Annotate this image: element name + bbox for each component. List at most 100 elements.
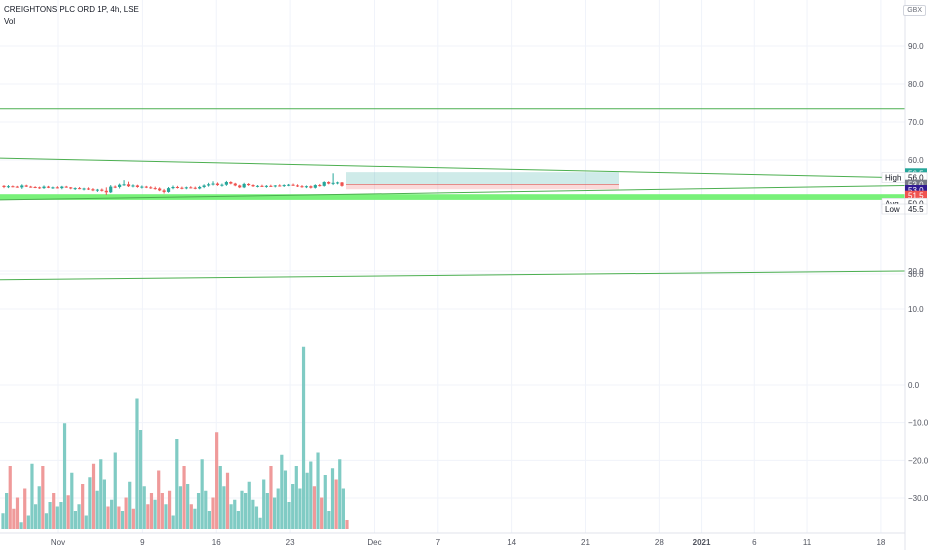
candle-body (175, 186, 180, 188)
candle-body (33, 186, 37, 188)
volume-bar (338, 459, 342, 529)
time-tick-label: 14 (507, 538, 516, 547)
candle-body (118, 184, 122, 187)
long-position-tool[interactable] (346, 172, 619, 190)
volume-bar (117, 506, 121, 529)
candle-body (29, 186, 33, 188)
candle-body (313, 185, 317, 188)
candle-body (69, 187, 73, 189)
time-tick-label: 18 (876, 538, 885, 547)
candlesticks (2, 173, 344, 195)
candle-body (309, 186, 313, 188)
volume-bar (283, 470, 288, 529)
time-tick-label: 9 (140, 538, 145, 547)
volume-bar (44, 513, 49, 529)
volume-bar (135, 398, 139, 529)
price-tag-value: 51.5 (908, 192, 924, 201)
candle-body (73, 188, 77, 190)
volume-bar (73, 511, 78, 529)
volume-bar (215, 432, 219, 529)
currency-label[interactable]: GBX (903, 5, 926, 16)
price-tag-label: Low (885, 205, 900, 214)
symbol-title[interactable]: CREIGHTONS PLC ORD 1P, 4h, LSE (4, 5, 139, 14)
price-tick-label: 90.0 (908, 42, 924, 51)
volume-bar (59, 502, 63, 529)
trend-lines[interactable] (0, 108, 906, 281)
volume-bar (120, 511, 125, 529)
volume-bar (323, 475, 327, 529)
candle-body (51, 187, 55, 189)
time-axis[interactable]: Nov 9 16 23 Dec 7 14 21 28 2021 6 11 18 (51, 538, 886, 547)
volume-bars (1, 346, 349, 529)
candle-body (238, 185, 242, 188)
time-tick-label: 28 (655, 538, 664, 547)
volume-bar (312, 486, 317, 529)
candle-body (247, 183, 251, 186)
candle-body (340, 182, 344, 186)
candle-body (42, 186, 46, 189)
volume-bar (330, 468, 335, 529)
price-tag-value: 56.0 (908, 173, 924, 182)
support-zone (0, 194, 905, 200)
candle-body (220, 184, 224, 186)
candle-body (242, 183, 246, 188)
candle-body (24, 185, 28, 187)
price-tag-value: 53.0 (908, 186, 924, 195)
price-tick-label: 20.0 (908, 267, 924, 276)
candle-body (184, 187, 188, 189)
volume-bar (30, 463, 34, 529)
candle-body (300, 186, 304, 188)
volume-bar (272, 497, 277, 529)
volume-bar (222, 486, 226, 529)
candle-body (55, 187, 59, 189)
volume-bar (139, 430, 143, 529)
candle-body (95, 189, 99, 191)
price-tick-label: 30.0 (908, 270, 924, 279)
price-tag-box (904, 203, 928, 215)
candle-body (15, 186, 19, 188)
volume-bar (309, 461, 313, 529)
candle-body (260, 185, 264, 187)
volume-bar (178, 486, 183, 529)
candle-body (229, 182, 233, 184)
volume-bar (276, 488, 280, 529)
volume-bar (106, 506, 110, 529)
volume-bar (167, 490, 172, 529)
volume-bar (55, 506, 59, 529)
price-tag-box (905, 185, 927, 196)
candle-body (335, 182, 340, 184)
volume-bar (84, 515, 88, 529)
trend-line (0, 157, 906, 179)
volume-bar (244, 493, 248, 529)
volume-bar (66, 495, 70, 529)
price-axis[interactable]: 90.0 80.0 70.0 60.0 30.020.0 10.0 0.0 −10.0 −20.… (908, 42, 929, 503)
candle-body (11, 186, 15, 188)
candle-body (264, 185, 268, 187)
candle-body (158, 188, 162, 191)
volume-bar (298, 488, 302, 529)
volume-bar (1, 513, 5, 529)
candle-body (153, 188, 157, 190)
volume-bar (182, 466, 186, 529)
candle-body (113, 186, 117, 188)
candle-body (131, 185, 135, 187)
candle-body (278, 185, 282, 187)
volume-indicator-label[interactable]: Vol (4, 17, 16, 26)
volume-bar (236, 511, 240, 529)
volume-bar (229, 504, 233, 529)
candle-body (295, 185, 300, 187)
volume-bar (37, 486, 41, 529)
volume-bar (269, 466, 273, 529)
time-tick-label: 23 (286, 538, 295, 547)
price-tick-label: −20.0 (908, 456, 929, 465)
candle-body (211, 183, 215, 185)
volume-bar (204, 490, 208, 529)
candle-body (180, 187, 184, 189)
volume-bar (334, 479, 338, 529)
price-tick-label: −10.0 (908, 419, 929, 428)
volume-bar (258, 517, 262, 529)
volume-bar (196, 493, 201, 529)
candle-body (255, 185, 260, 187)
candle-body (282, 185, 286, 187)
